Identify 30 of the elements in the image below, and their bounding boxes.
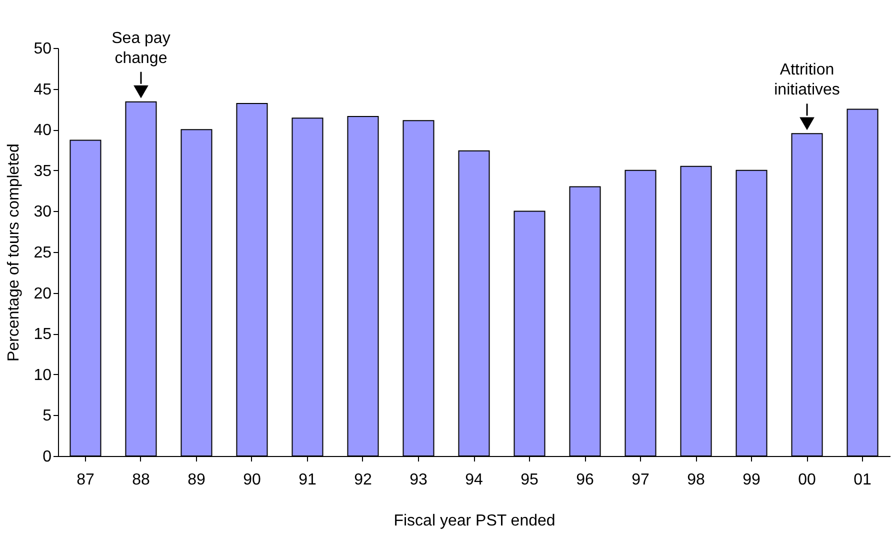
y-tick-label: 0 [42,448,52,466]
y-tick-label: 20 [34,285,52,302]
x-tick-label: 01 [854,472,872,488]
x-tick-label: 97 [632,472,650,488]
x-tick-label: 91 [298,472,316,488]
x-tick-label: 93 [410,472,428,488]
y-tick-label: 5 [42,408,52,425]
x-tick-label: 98 [687,472,706,488]
y-tick-label: 35 [34,162,52,180]
y-tick-label: 45 [34,81,52,98]
x-tick-label: 00 [798,472,816,488]
x-axis-title: Fiscal year PST ended [394,512,556,530]
x-tick-label: 88 [132,472,150,488]
y-axis-title: Percentage of tours completed [6,144,23,362]
x-tick-label: 90 [243,472,261,488]
x-tick-label: 95 [520,472,539,488]
y-tick-label: 40 [34,122,52,140]
y-tick-label: 15 [34,326,52,344]
x-tick-label: 94 [465,472,483,488]
x-tick-label: 99 [742,472,761,488]
y-tick-label: 10 [34,366,52,384]
annotation: Attrition initiatives [774,62,840,99]
x-tick-label: 89 [188,472,206,488]
y-tick-label: 30 [34,204,52,221]
x-tick-label: 92 [354,472,372,488]
y-tick-label: 50 [34,40,52,58]
annotation: Sea pay change [112,30,170,67]
y-tick-label: 25 [34,244,52,262]
x-tick-label: 96 [576,472,594,488]
x-tick-label: 87 [76,472,94,488]
